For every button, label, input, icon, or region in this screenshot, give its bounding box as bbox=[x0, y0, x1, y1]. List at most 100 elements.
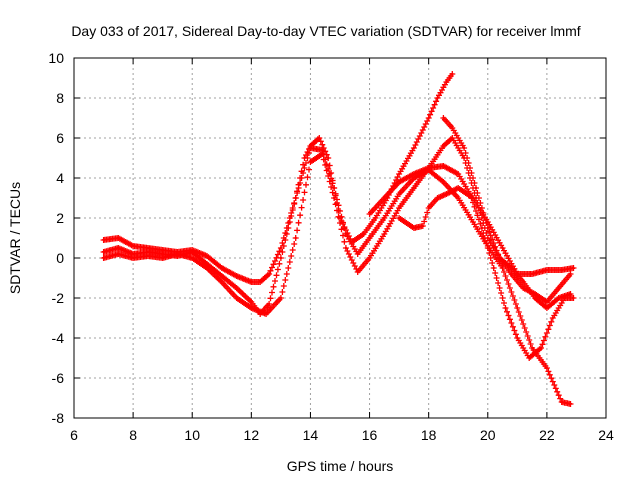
data-point bbox=[427, 116, 430, 120]
data-point bbox=[427, 166, 430, 170]
data-point bbox=[533, 292, 537, 296]
data-point bbox=[486, 226, 489, 230]
x-tick-label: 16 bbox=[362, 427, 378, 443]
data-point bbox=[332, 196, 336, 200]
data-point bbox=[427, 206, 430, 210]
data-point bbox=[545, 268, 549, 272]
data-point bbox=[522, 280, 525, 284]
data-point bbox=[161, 256, 164, 260]
data-point bbox=[362, 232, 365, 236]
data-point bbox=[250, 306, 253, 310]
data-point bbox=[102, 250, 105, 254]
x-tick-label: 24 bbox=[598, 427, 614, 443]
data-point bbox=[445, 80, 448, 84]
data-point bbox=[309, 160, 312, 164]
data-point bbox=[356, 270, 359, 274]
data-point bbox=[267, 302, 271, 306]
data-point bbox=[397, 206, 401, 210]
data-point bbox=[457, 172, 460, 176]
x-axis-label: GPS time / hours bbox=[287, 458, 394, 474]
data-point bbox=[117, 236, 120, 240]
data-point bbox=[220, 266, 223, 270]
data-point bbox=[545, 366, 549, 370]
x-tick-label: 22 bbox=[539, 427, 555, 443]
data-point bbox=[530, 346, 534, 350]
data-point bbox=[412, 186, 416, 190]
data-point bbox=[102, 238, 105, 242]
chart-title: Day 033 of 2017, Sidereal Day-to-day VTE… bbox=[71, 23, 580, 39]
y-tick-label: 8 bbox=[56, 90, 64, 106]
y-tick-label: 0 bbox=[56, 250, 64, 266]
data-point bbox=[368, 256, 371, 260]
data-point bbox=[474, 186, 478, 190]
data-point bbox=[117, 252, 120, 256]
data-point bbox=[397, 180, 401, 184]
data-point bbox=[457, 186, 460, 190]
data-point bbox=[176, 252, 179, 256]
data-point bbox=[321, 148, 324, 152]
data-point bbox=[551, 316, 554, 320]
data-point bbox=[220, 280, 223, 284]
y-tick-label: 6 bbox=[56, 130, 64, 146]
data-point bbox=[457, 196, 460, 200]
data-point bbox=[516, 306, 519, 310]
series-track-3 bbox=[100, 135, 574, 317]
data-point bbox=[569, 292, 572, 296]
data-point bbox=[235, 286, 238, 290]
plot-frame bbox=[73, 57, 607, 419]
data-point bbox=[412, 172, 416, 176]
data-point bbox=[383, 232, 386, 236]
series-track-5 bbox=[396, 185, 577, 277]
data-point bbox=[131, 244, 135, 248]
data-point bbox=[205, 266, 209, 270]
data-point bbox=[383, 216, 386, 220]
data-point bbox=[412, 146, 416, 150]
data-point bbox=[102, 256, 105, 260]
data-point bbox=[259, 280, 262, 284]
series-track-2 bbox=[100, 145, 574, 407]
series-markers bbox=[100, 145, 574, 407]
data-point bbox=[344, 246, 348, 250]
data-point bbox=[205, 262, 209, 266]
data-point bbox=[191, 250, 194, 254]
data-point bbox=[321, 152, 324, 156]
data-point bbox=[397, 172, 401, 176]
data-point bbox=[545, 300, 549, 304]
data-point bbox=[572, 266, 575, 270]
x-tick-label: 6 bbox=[70, 427, 78, 443]
series-track-6 bbox=[440, 115, 574, 305]
data-point bbox=[146, 246, 150, 250]
data-point bbox=[442, 164, 445, 168]
data-point bbox=[462, 146, 466, 150]
x-tick-label: 14 bbox=[303, 427, 319, 443]
data-point bbox=[161, 252, 164, 256]
data-point bbox=[516, 272, 519, 276]
data-point bbox=[539, 346, 543, 350]
data-point bbox=[560, 400, 563, 404]
data-point bbox=[368, 236, 371, 240]
data-point bbox=[498, 256, 501, 260]
data-point bbox=[510, 272, 513, 276]
data-point bbox=[235, 274, 238, 278]
data-point bbox=[442, 116, 445, 120]
data-point bbox=[267, 272, 271, 276]
data-point bbox=[480, 226, 484, 230]
data-point bbox=[451, 136, 454, 140]
data-point bbox=[522, 286, 525, 290]
data-point bbox=[220, 274, 223, 278]
data-point bbox=[501, 266, 504, 270]
data-point bbox=[563, 296, 566, 300]
x-tick-label: 8 bbox=[129, 427, 137, 443]
data-point bbox=[442, 180, 445, 184]
x-tick-label: 12 bbox=[244, 427, 260, 443]
y-tick-label: -8 bbox=[52, 410, 65, 426]
data-point bbox=[146, 250, 150, 254]
data-point bbox=[309, 146, 312, 150]
data-point bbox=[569, 272, 572, 276]
y-ticks: -8 -6 -4 -2 0 2 4 6 8 10 bbox=[48, 50, 606, 426]
data-point bbox=[294, 196, 297, 200]
data-point bbox=[250, 300, 253, 304]
data-point bbox=[117, 246, 120, 250]
x-tick-label: 20 bbox=[480, 427, 496, 443]
